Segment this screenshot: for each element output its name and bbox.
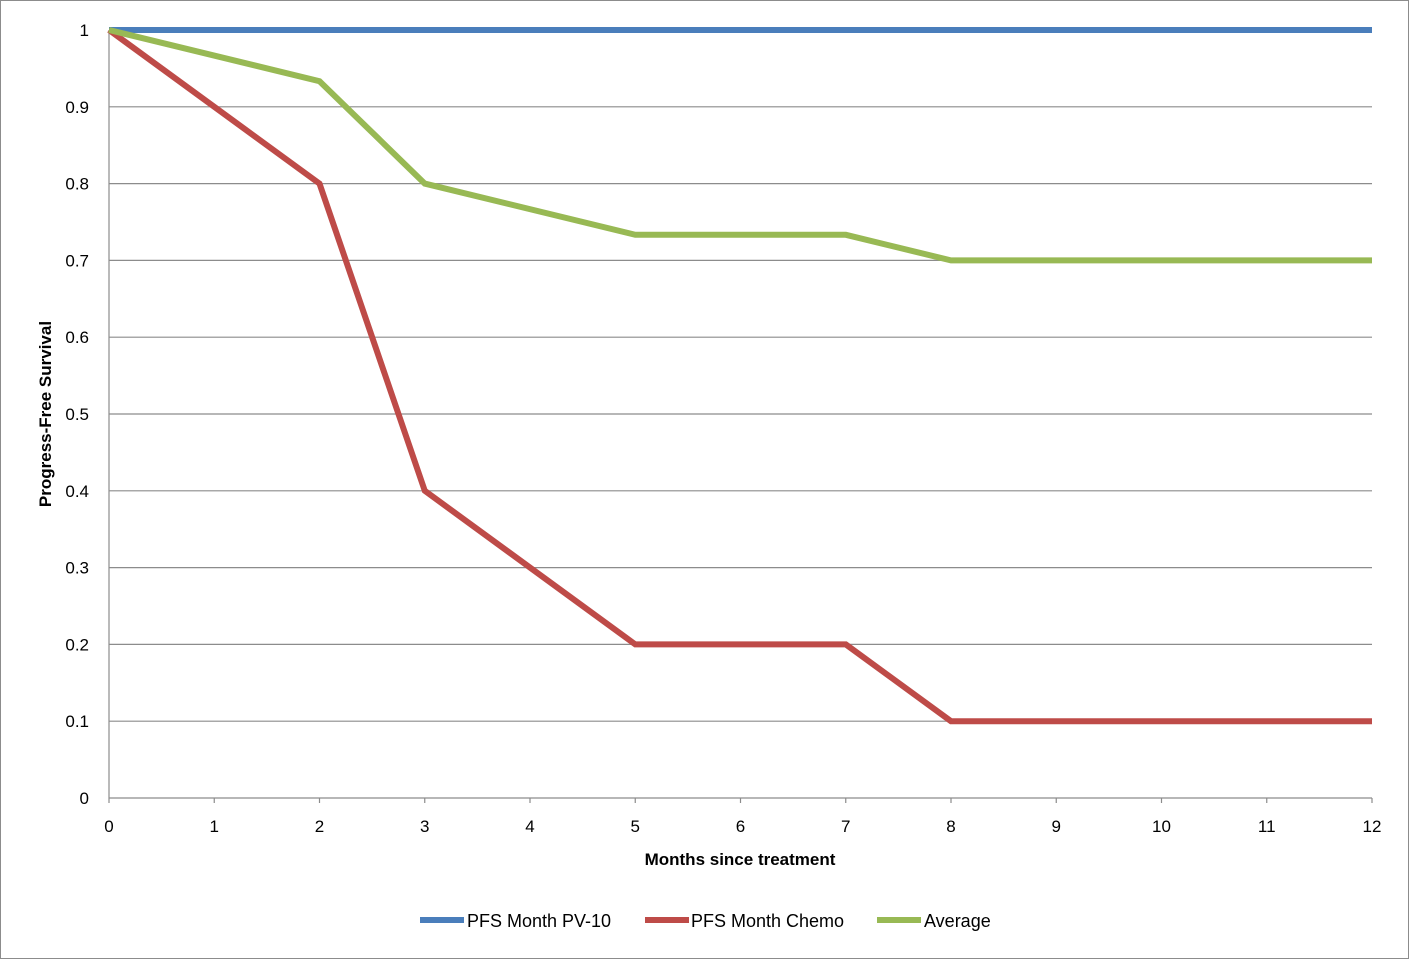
x-axis-title: Months since treatment [645, 850, 836, 869]
y-tick-label: 0.2 [65, 635, 89, 654]
x-tick-label: 12 [1363, 817, 1382, 836]
legend-item: PFS Month Chemo [645, 911, 844, 931]
axes [108, 30, 1373, 803]
x-tick-label: 10 [1152, 817, 1171, 836]
legend-label: PFS Month PV-10 [467, 911, 611, 931]
x-tick-label: 1 [210, 817, 219, 836]
legend-label: Average [924, 911, 991, 931]
x-tick-label: 3 [420, 817, 429, 836]
y-tick-label: 0.5 [65, 405, 89, 424]
x-tick-label: 11 [1258, 817, 1276, 836]
gridlines [109, 29, 1372, 722]
x-tick-label: 8 [946, 817, 955, 836]
x-tick-label: 0 [104, 817, 113, 836]
y-tick-labels: 0 0.1 0.2 0.3 0.4 0.5 0.6 0.7 0.8 0.9 1 [65, 21, 89, 808]
y-tick-label: 0 [80, 789, 89, 808]
x-tick-label: 7 [841, 817, 850, 836]
x-tick-label: 5 [631, 817, 640, 836]
legend-item: PFS Month PV-10 [420, 911, 611, 931]
y-tick-label: 1 [80, 21, 89, 40]
y-tick-label: 0.6 [65, 328, 89, 347]
x-tick-label: 6 [736, 817, 745, 836]
y-tick-label: 0.4 [65, 482, 89, 501]
y-axis-title: Progress-Free Survival [36, 321, 55, 507]
series-lines [107, 27, 1372, 725]
legend-label: PFS Month Chemo [691, 911, 844, 931]
x-tick-label: 4 [525, 817, 534, 836]
series-line-3 [108, 27, 1372, 264]
x-tick-label: 2 [315, 817, 324, 836]
y-tick-label: 0.9 [65, 98, 89, 117]
y-tick-label: 0.8 [65, 175, 89, 194]
x-tick-label: 9 [1052, 817, 1061, 836]
y-tick-label: 0.7 [65, 251, 89, 270]
y-tick-label: 0.3 [65, 559, 89, 578]
y-tick-label: 0.1 [65, 712, 89, 731]
legend: PFS Month PV-10 PFS Month Chemo Average [420, 911, 991, 931]
legend-item: Average [877, 911, 991, 931]
x-tick-labels: 0 1 2 3 4 5 6 7 8 9 10 11 12 [104, 817, 1381, 836]
series-line-2 [107, 27, 1372, 725]
